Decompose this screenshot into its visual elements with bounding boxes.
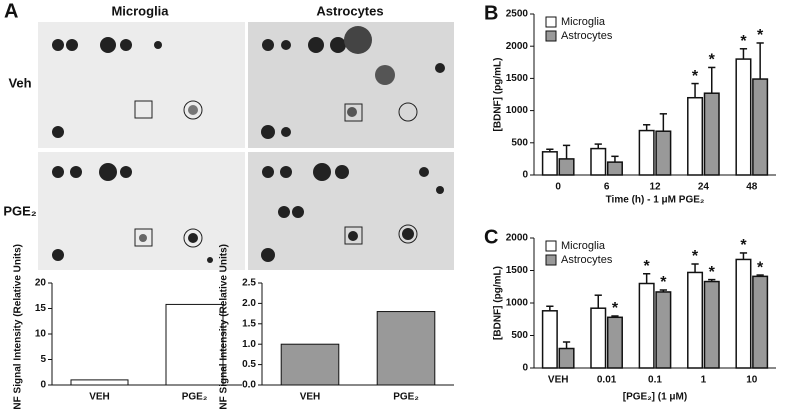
y-tick-label: 0 bbox=[522, 170, 528, 181]
significance-mark: * bbox=[644, 258, 651, 275]
y-tick-label: 2000 bbox=[506, 41, 529, 52]
y-tick-label: 5 bbox=[40, 354, 46, 365]
y-axis-label: BDNF Signal Intensity (Relative Units) bbox=[13, 244, 24, 409]
x-axis-label: [PGE₂] (1 μM) bbox=[623, 392, 687, 403]
y-tick-label: 0.0 bbox=[242, 380, 256, 391]
x-tick-label: 10 bbox=[746, 375, 758, 386]
bar bbox=[655, 291, 672, 369]
legend-swatch bbox=[545, 240, 557, 252]
y-tick-label: 1500 bbox=[506, 73, 529, 84]
bar bbox=[752, 275, 769, 369]
panel-label: C bbox=[484, 226, 498, 248]
x-tick-label: 0.1 bbox=[648, 375, 662, 386]
y-axis-label: [BDNF] (pg/mL) bbox=[493, 266, 504, 340]
y-tick-label: 1.5 bbox=[242, 318, 256, 329]
x-tick-label: 1 bbox=[701, 375, 707, 386]
panel-label: B bbox=[484, 2, 498, 24]
legend-label: Microglia bbox=[561, 240, 606, 252]
significance-mark: * bbox=[740, 33, 747, 50]
bar bbox=[703, 92, 720, 176]
bar bbox=[558, 347, 575, 369]
y-tick-label: 1000 bbox=[506, 298, 529, 309]
y-tick-label: 2.0 bbox=[242, 298, 256, 309]
x-tick-label: PGE₂ bbox=[182, 392, 208, 403]
significance-mark: * bbox=[692, 68, 699, 85]
y-axis-label: BDNF Signal Intensity (Relative Units) bbox=[219, 244, 230, 409]
x-tick-label: 6 bbox=[604, 182, 610, 193]
bar bbox=[703, 280, 720, 369]
blots bbox=[38, 22, 454, 270]
x-tick-label: 48 bbox=[746, 182, 758, 193]
y-tick-label: 20 bbox=[35, 278, 47, 289]
bar bbox=[606, 316, 623, 369]
legend-label: Microglia bbox=[561, 16, 606, 28]
y-tick-label: 0 bbox=[522, 363, 528, 374]
legend-swatch bbox=[545, 16, 557, 28]
bar bbox=[590, 147, 607, 176]
y-tick-label: 0 bbox=[40, 380, 46, 391]
x-tick-label: VEH bbox=[548, 375, 569, 386]
bar bbox=[655, 130, 672, 176]
y-tick-label: 1500 bbox=[506, 265, 529, 276]
y-tick-label: 1000 bbox=[506, 105, 529, 116]
blot-column: Astrocytes bbox=[316, 3, 383, 18]
x-axis-label: Time (h) - 1 μM PGE₂ bbox=[606, 195, 705, 206]
bar bbox=[558, 158, 575, 176]
x-tick-label: 12 bbox=[649, 182, 661, 193]
bar bbox=[687, 271, 704, 369]
y-tick-label: 2.5 bbox=[242, 278, 256, 289]
bar bbox=[606, 161, 623, 176]
bar bbox=[687, 96, 704, 176]
bar bbox=[280, 343, 340, 386]
panel-label: A bbox=[4, 0, 18, 22]
x-tick-label: 0.01 bbox=[597, 375, 617, 386]
bar bbox=[541, 151, 558, 176]
legend-label: Astrocytes bbox=[561, 30, 613, 42]
x-tick-label: VEH bbox=[300, 392, 321, 403]
y-tick-label: 0.5 bbox=[242, 359, 256, 370]
x-tick-label: 0 bbox=[555, 182, 561, 193]
bar bbox=[638, 282, 655, 369]
y-tick-label: 500 bbox=[511, 137, 528, 148]
bar bbox=[541, 310, 558, 369]
bar bbox=[735, 58, 752, 176]
bar bbox=[165, 303, 224, 386]
bar bbox=[70, 379, 129, 386]
significance-mark: * bbox=[612, 300, 619, 317]
bar bbox=[752, 78, 769, 176]
x-tick-label: PGE₂ bbox=[393, 392, 419, 403]
blot-row: PGE₂ bbox=[3, 203, 36, 218]
bar bbox=[590, 307, 607, 369]
significance-mark: * bbox=[757, 27, 764, 44]
significance-mark: * bbox=[709, 52, 716, 69]
y-tick-label: 2000 bbox=[506, 233, 529, 244]
significance-mark: * bbox=[709, 264, 716, 281]
legend-label: Astrocytes bbox=[561, 254, 613, 266]
y-axis-label: [BDNF] (pg/mL) bbox=[493, 58, 504, 132]
x-tick-label: VEH bbox=[89, 392, 110, 403]
bar bbox=[735, 258, 752, 369]
y-tick-label: 500 bbox=[511, 330, 528, 341]
x-tick-label: 24 bbox=[698, 182, 710, 193]
significance-mark: * bbox=[740, 237, 747, 254]
significance-mark: * bbox=[757, 259, 764, 276]
y-tick-label: 1.0 bbox=[242, 339, 256, 350]
bar bbox=[638, 129, 655, 176]
legend-swatch bbox=[545, 30, 557, 42]
y-tick-label: 10 bbox=[35, 329, 47, 340]
blot-column: Microglia bbox=[111, 3, 169, 18]
legend-swatch bbox=[545, 254, 557, 266]
significance-mark: * bbox=[692, 248, 699, 265]
y-tick-label: 2500 bbox=[506, 9, 529, 20]
y-tick-label: 15 bbox=[35, 303, 47, 314]
significance-mark: * bbox=[660, 274, 667, 291]
blot-row: Veh bbox=[8, 75, 31, 90]
bar bbox=[376, 311, 436, 386]
